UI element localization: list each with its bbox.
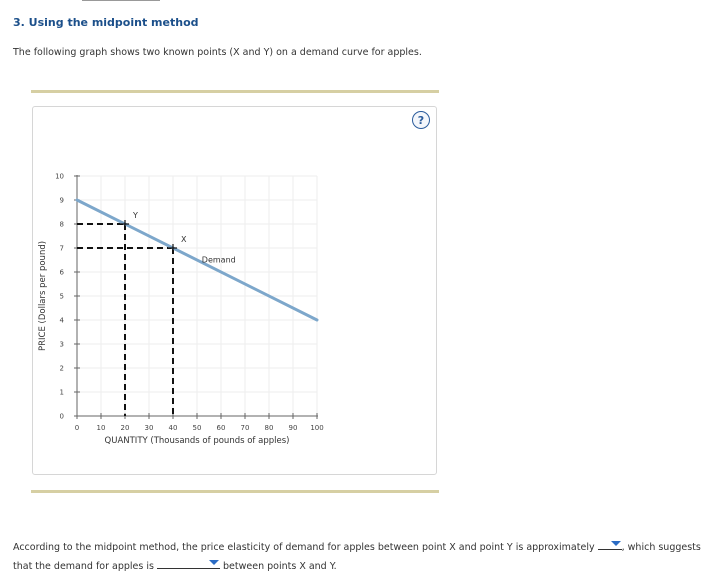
top-divider [82, 0, 160, 1]
top-gold-divider [31, 90, 439, 93]
x-tick-label: 60 [217, 424, 226, 432]
y-tick-label: 9 [60, 197, 64, 205]
y-tick-label: 6 [60, 269, 65, 277]
y-tick-label: 1 [60, 389, 64, 397]
x-tick-label: 80 [265, 424, 274, 432]
x-tick-label: 20 [121, 424, 130, 432]
dropdown-arrow-icon [610, 541, 621, 546]
x-tick-label: 100 [310, 424, 323, 432]
x-tick-label: 30 [145, 424, 154, 432]
y-tick-label: 2 [60, 365, 64, 373]
y-tick-label: 8 [60, 221, 64, 229]
demand-curve-line [75, 198, 319, 322]
demand-curve-label: Demand [202, 255, 236, 264]
x-tick-label: 40 [169, 424, 178, 432]
y-tick-label: 3 [60, 341, 64, 349]
help-icon[interactable]: ? [412, 111, 430, 129]
y-tick-label: 5 [60, 293, 64, 301]
chart-points: YX [121, 211, 187, 252]
elasticity-dropdown[interactable] [597, 538, 622, 550]
y-tick-label: 4 [60, 317, 65, 325]
question-part-1: According to the midpoint method, the pr… [13, 542, 595, 553]
bottom-gold-divider [31, 490, 439, 493]
question-part-3: between points X and Y. [223, 561, 337, 572]
x-tick-label: 90 [289, 424, 298, 432]
graph-panel [32, 106, 437, 475]
x-tick-label: 50 [193, 424, 202, 432]
point-label: Y [132, 211, 138, 220]
y-tick-label: 7 [60, 245, 64, 253]
y-axis-label: PRICE (Dollars per pound) [38, 241, 48, 351]
point-label: X [181, 235, 187, 244]
x-axis-label: QUANTITY (Thousands of pounds of apples) [105, 436, 290, 446]
chart-series: Demand [75, 198, 319, 322]
chart-guide-lines [77, 223, 174, 416]
question-text: According to the midpoint method, the pr… [13, 538, 713, 576]
chart-grid [76, 175, 318, 417]
x-tick-label: 70 [241, 424, 250, 432]
demand-type-dropdown[interactable] [156, 557, 220, 569]
intro-text: The following graph shows two known poin… [13, 47, 422, 58]
x-tick-label: 10 [97, 424, 106, 432]
y-tick-label: 0 [60, 413, 64, 421]
y-tick-label: 10 [55, 173, 64, 181]
section-title: 3. Using the midpoint method [13, 16, 199, 29]
dropdown-arrow-icon [208, 560, 219, 565]
x-tick-label: 0 [75, 424, 79, 432]
question-part-2: , which suggests that the demand for app… [13, 542, 701, 572]
